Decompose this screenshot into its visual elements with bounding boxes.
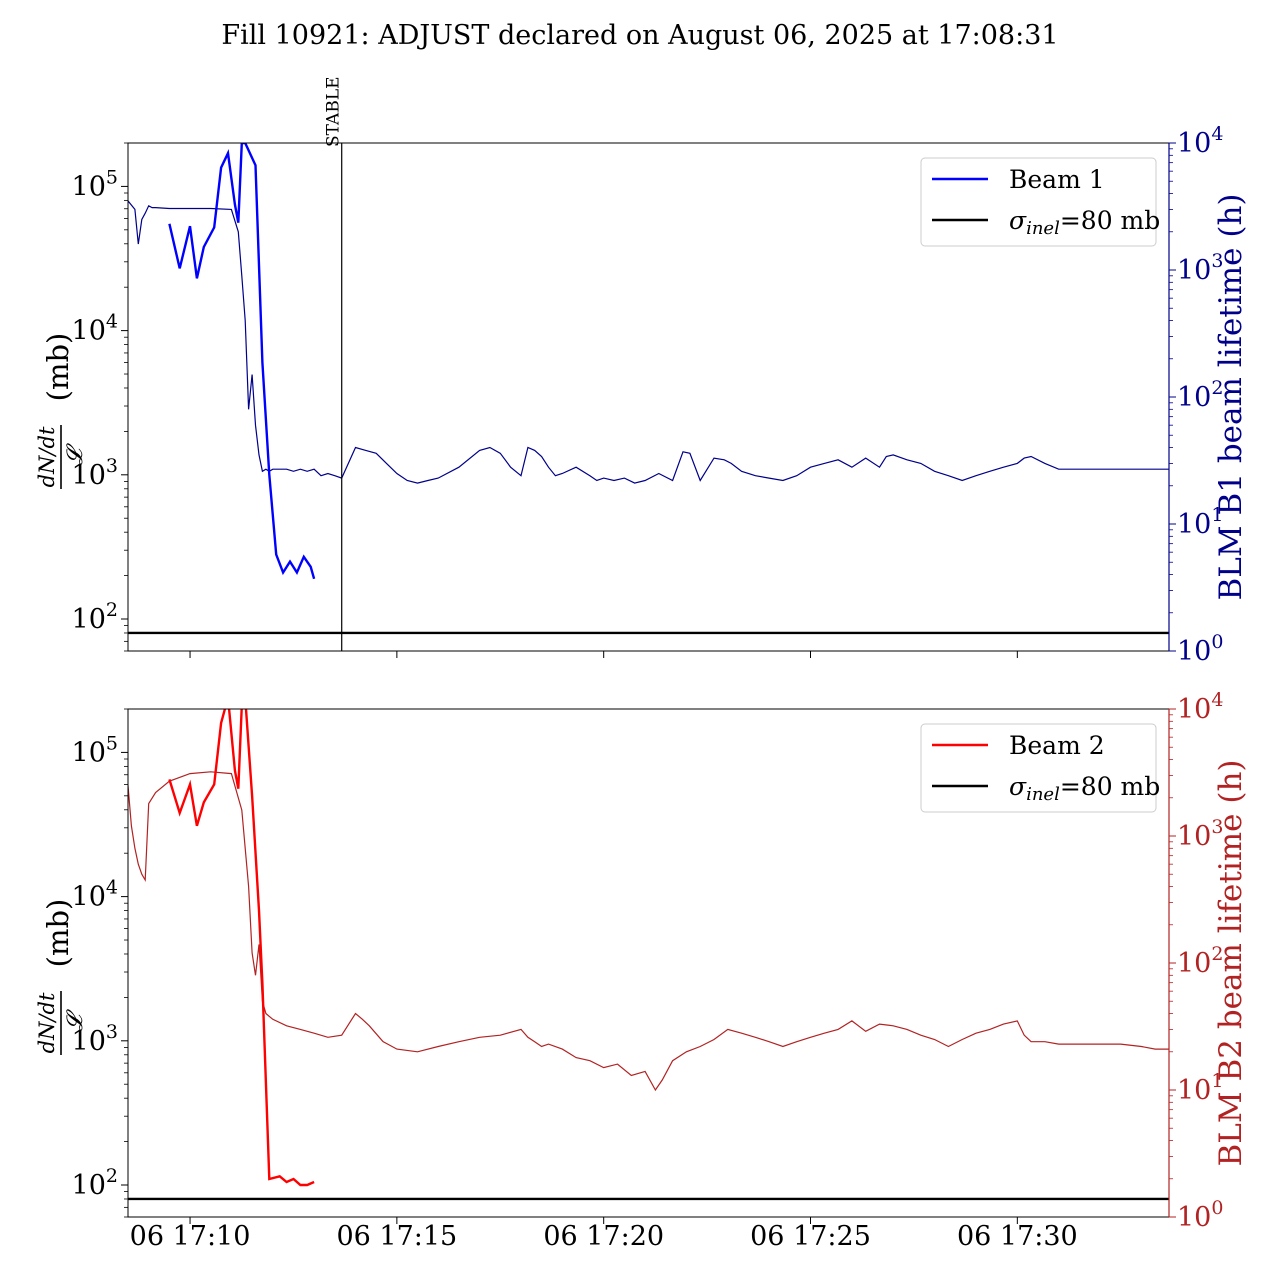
top-plot-area [128, 143, 1169, 651]
bottom-legend: Beam 2 σinel=80 mb [920, 723, 1160, 813]
bottom-left-ytick-0: 102 [72, 1165, 128, 1201]
top-legend-sigma-label: σinel=80 mb [1009, 206, 1160, 239]
bottom-left-y-axis-label: dN/dt 𝓛 (mb) [35, 899, 88, 1055]
svg-text:06 17:20: 06 17:20 [543, 1221, 664, 1252]
svg-text:104: 104 [1177, 123, 1223, 159]
top-series-lifetime-line [128, 200, 1169, 484]
top-legend-beam-1-label: Beam 1 [1009, 165, 1105, 194]
bottom-xtick-2: 06 17:20 [543, 1217, 664, 1252]
bottom-ylabel-expr: dN/dt [35, 992, 59, 1053]
top-left-ytick-1: 103 [72, 455, 128, 491]
bottom-right-ytick-0: 100 [1169, 1197, 1223, 1233]
top-right-ytick-3: 103 [1169, 250, 1223, 286]
bottom-left-y-ticks: 102 103 104 105 [72, 708, 128, 1218]
svg-text:101: 101 [1177, 1070, 1223, 1106]
top-series-beam-1-line [168, 143, 316, 580]
svg-text:102: 102 [1177, 377, 1223, 413]
top-left-ytick-3: 105 [72, 166, 128, 202]
bottom-left-ytick-2: 104 [72, 877, 128, 913]
bottom-plot-area [128, 709, 1169, 1201]
bottom-left-ytick-3: 105 [72, 732, 128, 768]
bottom-series-beam-2-line [168, 709, 315, 1187]
top-right-ytick-0: 100 [1169, 631, 1223, 667]
bottom-xtick-1: 06 17:15 [336, 1217, 457, 1252]
svg-text:104: 104 [72, 311, 118, 347]
svg-text:100: 100 [1177, 631, 1223, 667]
bottom-legend-sigma-label: σinel=80 mb [1009, 772, 1160, 805]
bottom-xtick-4: 06 17:30 [957, 1217, 1078, 1252]
svg-text:102: 102 [1177, 943, 1223, 979]
stable-annotation-label: STABLE [324, 76, 344, 147]
bottom-right-ytick-2: 102 [1169, 943, 1223, 979]
bottom-right-ytick-1: 101 [1169, 1070, 1223, 1106]
svg-text:06 17:15: 06 17:15 [336, 1221, 457, 1252]
bottom-legend-beam-2-label: Beam 2 [1009, 731, 1105, 760]
svg-text:105: 105 [72, 732, 118, 768]
top-right-y-axis-label: BLM B1 beam lifetime (h) [1213, 193, 1249, 600]
svg-text:06 17:25: 06 17:25 [750, 1221, 871, 1252]
top-right-ytick-1: 101 [1169, 504, 1223, 540]
top-left-y-axis-label: dN/dt 𝓛 (mb) [35, 333, 88, 489]
svg-text:102: 102 [72, 599, 118, 635]
top-chart: STABLE 102 103 104 105 100 101 102 103 104 dN/d… [35, 76, 1249, 667]
svg-text:105: 105 [72, 166, 118, 202]
top-legend: Beam 1 σinel=80 mb [920, 157, 1160, 247]
bottom-x-ticks: 06 17:10 06 17:15 06 17:20 06 17:25 06 17:30 [130, 1217, 1078, 1252]
svg-text:103: 103 [1177, 250, 1223, 286]
figure-title: Fill 10921: ADJUST declared on August 06… [221, 20, 1058, 51]
bottom-left-ytick-1: 103 [72, 1021, 128, 1057]
top-right-ytick-2: 102 [1169, 377, 1223, 413]
top-left-ytick-0: 102 [72, 599, 128, 635]
bottom-series-lifetime-line [128, 771, 1169, 1092]
svg-text:100: 100 [1177, 1197, 1223, 1233]
top-ylabel-unit: (mb) [41, 333, 75, 402]
bottom-xtick-3: 06 17:25 [750, 1217, 871, 1252]
top-left-ytick-2: 104 [72, 311, 128, 347]
svg-text:101: 101 [1177, 504, 1223, 540]
svg-text:103: 103 [72, 1021, 118, 1057]
bottom-right-y-axis-label: BLM B2 beam lifetime (h) [1213, 759, 1249, 1166]
svg-text:103: 103 [1177, 816, 1223, 852]
svg-text:102: 102 [72, 1165, 118, 1201]
svg-text:06 17:30: 06 17:30 [957, 1221, 1078, 1252]
bottom-right-y-ticks: 100 101 102 103 104 [1168, 689, 1223, 1233]
bottom-ylabel-denominator: 𝓛 [63, 1009, 88, 1031]
bottom-xtick-0: 06 17:10 [130, 1217, 251, 1252]
top-left-y-ticks: 102 103 104 105 [72, 142, 128, 652]
svg-text:06 17:10: 06 17:10 [130, 1221, 251, 1252]
bottom-right-ytick-3: 103 [1169, 816, 1223, 852]
svg-text:104: 104 [72, 877, 118, 913]
top-x-ticks [189, 651, 1018, 658]
top-right-y-ticks: 100 101 102 103 104 [1168, 123, 1223, 667]
svg-text:104: 104 [1177, 689, 1223, 725]
top-right-ytick-4: 104 [1169, 123, 1223, 159]
bottom-right-ytick-4: 104 [1169, 689, 1223, 725]
top-ylabel-expr: dN/dt [35, 426, 59, 487]
top-ylabel-denominator: 𝓛 [63, 443, 88, 465]
bottom-ylabel-unit: (mb) [41, 899, 75, 968]
svg-text:103: 103 [72, 455, 118, 491]
